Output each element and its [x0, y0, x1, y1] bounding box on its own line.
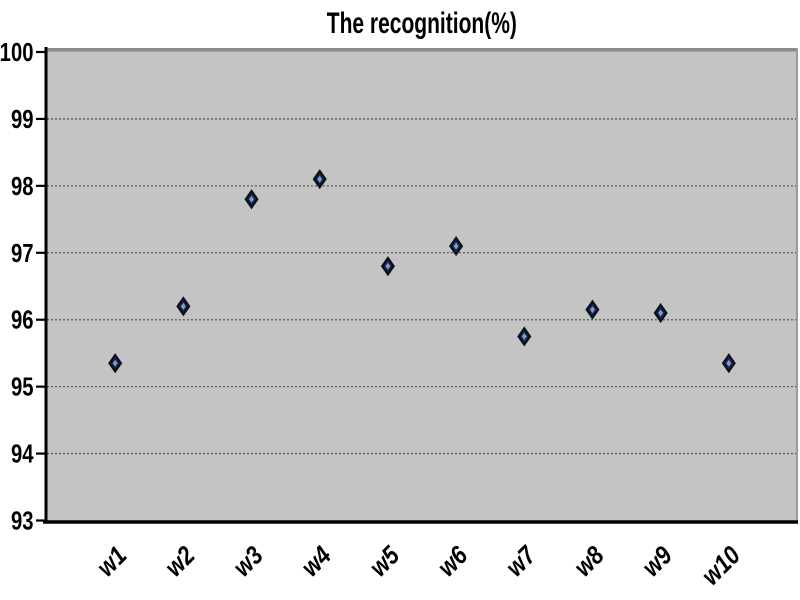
y-axis-label: 100 [0, 38, 34, 67]
x-axis-label: w6 [432, 541, 474, 583]
y-axis-label: 99 [11, 105, 34, 134]
data-point-marker-center [590, 306, 595, 314]
x-axis-label: w5 [364, 541, 406, 583]
data-point-marker-center [658, 309, 664, 317]
x-axis-label: w10 [696, 541, 746, 591]
data-point-marker-center [249, 195, 254, 203]
x-axis-label: w9 [637, 541, 679, 583]
y-axis-label: 98 [11, 171, 34, 200]
data-point-marker-center [521, 333, 527, 340]
y-axis-label: 96 [11, 305, 34, 334]
y-axis-label: 94 [11, 439, 34, 468]
y-axis-label: 95 [11, 372, 34, 401]
data-point-marker-center [726, 359, 732, 367]
y-axis-label: 97 [11, 238, 34, 267]
data-point-marker-center [453, 242, 459, 250]
x-axis-label: w1 [91, 541, 132, 582]
plot-background [47, 48, 797, 521]
data-point-marker-center [180, 302, 186, 310]
x-axis-label: w7 [500, 540, 542, 582]
data-point-marker-center [317, 175, 323, 183]
y-axis-label: 93 [11, 506, 34, 535]
x-axis-label: w2 [160, 541, 202, 583]
data-point-marker-center [385, 262, 391, 270]
data-point-marker-center [112, 359, 118, 367]
chart-title-text: The recognition(%) [326, 7, 518, 40]
plot-border-top [47, 48, 797, 52]
x-axis-label: w4 [296, 541, 337, 582]
chart-title: The recognition(%) [47, 5, 797, 43]
x-axis-label: w3 [228, 541, 270, 583]
x-axis-label: w8 [569, 541, 611, 583]
